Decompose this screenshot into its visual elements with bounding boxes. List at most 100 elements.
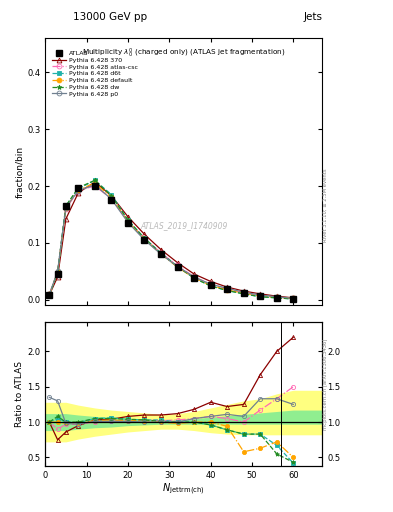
Pythia 6.428 atlas-csc (258, 292, 263, 298)
Pythia 6.428 dw (225, 287, 230, 293)
Line: Pythia 6.428 atlas-csc: Pythia 6.428 atlas-csc (47, 184, 296, 301)
Pythia 6.428 370 (291, 295, 296, 301)
Pythia 6.428 p0 (125, 219, 130, 225)
Pythia 6.428 370 (258, 291, 263, 297)
ATLAS (274, 295, 279, 301)
Pythia 6.428 370 (64, 216, 68, 222)
Text: 13000 GeV pp: 13000 GeV pp (73, 11, 147, 22)
Pythia 6.428 default (76, 187, 81, 193)
Pythia 6.428 atlas-csc (241, 290, 246, 296)
Pythia 6.428 p0 (225, 285, 230, 291)
Legend: ATLAS, Pythia 6.428 370, Pythia 6.428 atlas-csc, Pythia 6.428 d6t, Pythia 6.428 : ATLAS, Pythia 6.428 370, Pythia 6.428 at… (51, 50, 139, 98)
ATLAS (142, 237, 147, 243)
Pythia 6.428 default (175, 264, 180, 270)
Pythia 6.428 d6t (175, 264, 180, 270)
Pythia 6.428 d6t (55, 269, 60, 275)
Pythia 6.428 dw (76, 185, 81, 191)
Pythia 6.428 p0 (159, 251, 163, 257)
Pythia 6.428 atlas-csc (47, 291, 52, 297)
Pythia 6.428 atlas-csc (291, 295, 296, 302)
Pythia 6.428 dw (208, 283, 213, 289)
Pythia 6.428 p0 (258, 292, 263, 298)
ATLAS (258, 293, 263, 299)
Pythia 6.428 d6t (241, 291, 246, 297)
Pythia 6.428 default (55, 269, 60, 275)
Pythia 6.428 dw (192, 275, 196, 281)
Pythia 6.428 dw (142, 235, 147, 241)
Pythia 6.428 d6t (92, 177, 97, 183)
Pythia 6.428 default (274, 294, 279, 301)
Pythia 6.428 atlas-csc (142, 235, 147, 241)
Pythia 6.428 370 (159, 247, 163, 253)
ATLAS (291, 296, 296, 302)
Pythia 6.428 default (64, 204, 68, 210)
Pythia 6.428 d6t (208, 283, 213, 289)
ATLAS (241, 290, 246, 296)
Pythia 6.428 d6t (192, 275, 196, 281)
ATLAS (125, 220, 130, 226)
Pythia 6.428 dw (159, 250, 163, 257)
Pythia 6.428 atlas-csc (76, 187, 81, 194)
Pythia 6.428 p0 (192, 274, 196, 280)
Pythia 6.428 370 (76, 190, 81, 196)
Line: Pythia 6.428 d6t: Pythia 6.428 d6t (47, 178, 296, 302)
Pythia 6.428 d6t (225, 287, 230, 293)
ATLAS (109, 197, 114, 203)
Pythia 6.428 atlas-csc (64, 206, 68, 212)
Pythia 6.428 d6t (274, 295, 279, 301)
Text: Rivet 3.1.10; ≥ 2.5M events: Rivet 3.1.10; ≥ 2.5M events (323, 168, 328, 242)
Y-axis label: fraction/bin: fraction/bin (15, 146, 24, 198)
Pythia 6.428 p0 (142, 237, 147, 243)
Pythia 6.428 dw (92, 177, 97, 183)
Pythia 6.428 atlas-csc (274, 294, 279, 301)
Pythia 6.428 p0 (241, 289, 246, 295)
Pythia 6.428 370 (109, 193, 114, 199)
Line: Pythia 6.428 dw: Pythia 6.428 dw (47, 178, 296, 302)
Pythia 6.428 p0 (208, 281, 213, 287)
Pythia 6.428 370 (274, 293, 279, 299)
Pythia 6.428 370 (125, 214, 130, 220)
Text: mcplots.cern.ch [arXiv:1306.3436]: mcplots.cern.ch [arXiv:1306.3436] (323, 338, 328, 430)
Pythia 6.428 p0 (291, 295, 296, 302)
Pythia 6.428 p0 (47, 291, 52, 297)
Pythia 6.428 d6t (258, 294, 263, 300)
Pythia 6.428 atlas-csc (192, 274, 196, 280)
Pythia 6.428 370 (55, 274, 60, 280)
Pythia 6.428 atlas-csc (125, 218, 130, 224)
Pythia 6.428 default (125, 218, 130, 224)
Line: Pythia 6.428 p0: Pythia 6.428 p0 (47, 182, 296, 301)
Pythia 6.428 dw (125, 217, 130, 223)
Pythia 6.428 d6t (125, 217, 130, 223)
Pythia 6.428 default (208, 282, 213, 288)
Pythia 6.428 default (92, 180, 97, 186)
ATLAS (225, 286, 230, 292)
Pythia 6.428 atlas-csc (208, 281, 213, 287)
Pythia 6.428 dw (64, 203, 68, 209)
Pythia 6.428 dw (274, 295, 279, 301)
Line: Pythia 6.428 370: Pythia 6.428 370 (47, 180, 296, 301)
Line: Pythia 6.428 default: Pythia 6.428 default (47, 181, 296, 301)
Pythia 6.428 370 (225, 284, 230, 290)
Text: Jets: Jets (303, 11, 322, 22)
Pythia 6.428 p0 (274, 294, 279, 300)
ATLAS (55, 271, 60, 277)
Text: Multiplicity $\lambda_0^0$ (charged only) (ATLAS jet fragmentation): Multiplicity $\lambda_0^0$ (charged only… (82, 47, 285, 60)
Pythia 6.428 default (258, 293, 263, 299)
Pythia 6.428 default (47, 291, 52, 297)
Line: ATLAS: ATLAS (46, 183, 296, 302)
Pythia 6.428 atlas-csc (225, 286, 230, 292)
Pythia 6.428 370 (192, 271, 196, 277)
Y-axis label: Ratio to ATLAS: Ratio to ATLAS (15, 361, 24, 427)
Pythia 6.428 default (109, 194, 114, 200)
Pythia 6.428 atlas-csc (175, 263, 180, 269)
ATLAS (47, 292, 52, 298)
Pythia 6.428 default (291, 295, 296, 302)
Pythia 6.428 d6t (76, 186, 81, 192)
Pythia 6.428 d6t (291, 296, 296, 302)
Pythia 6.428 370 (208, 279, 213, 285)
Pythia 6.428 dw (291, 296, 296, 302)
Pythia 6.428 p0 (64, 204, 68, 210)
Pythia 6.428 dw (175, 264, 180, 270)
Pythia 6.428 d6t (159, 250, 163, 256)
Pythia 6.428 370 (241, 288, 246, 294)
